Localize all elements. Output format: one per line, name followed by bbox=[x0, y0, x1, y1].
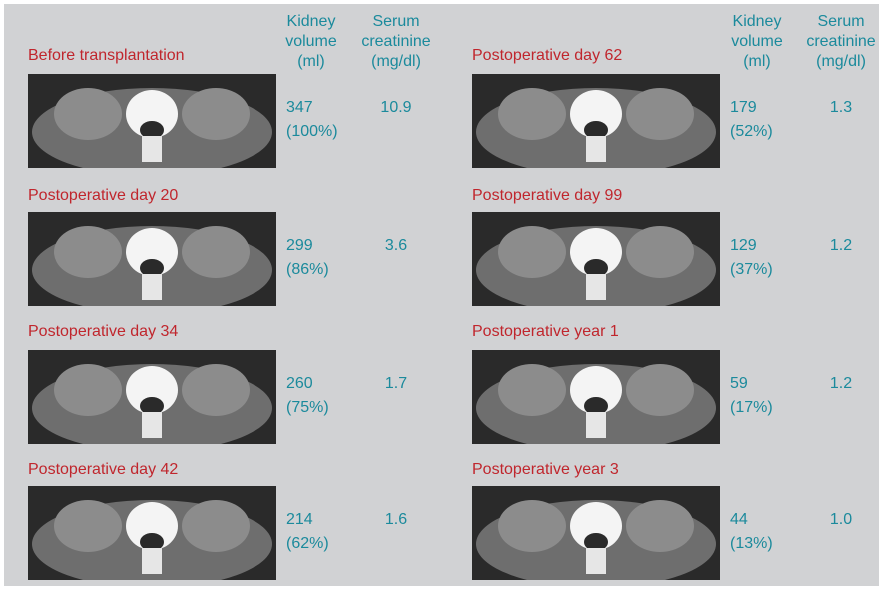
kidney-volume-value: 347 (100%) bbox=[286, 99, 338, 140]
serum-creatinine-value: 1.7 bbox=[384, 375, 408, 392]
ct-scan-graphic bbox=[472, 486, 720, 580]
ct-scan-image bbox=[472, 74, 720, 168]
ct-scan-graphic bbox=[28, 350, 276, 444]
kidney-volume-value: 260 (75%) bbox=[286, 375, 329, 416]
kidney-volume-value: 59 (17%) bbox=[730, 375, 773, 416]
ct-scan-graphic bbox=[28, 212, 276, 306]
kidney-volume-value: 44 (13%) bbox=[730, 511, 773, 552]
ct-scan-image bbox=[28, 212, 276, 306]
serum-creatinine-value: 1.3 bbox=[829, 99, 853, 116]
ct-scan-graphic bbox=[28, 74, 276, 168]
serum-creatinine-value: 3.6 bbox=[384, 237, 408, 254]
timepoint-label: Postoperative day 34 bbox=[28, 323, 179, 340]
kidney-volume-value: 299 (86%) bbox=[286, 237, 329, 278]
timepoint-label: Postoperative day 42 bbox=[28, 461, 179, 478]
ct-scan-image bbox=[472, 350, 720, 444]
ct-scan-graphic bbox=[472, 74, 720, 168]
kidney-volume-header-right: Kidney volume (ml) bbox=[731, 13, 783, 70]
ct-scan-image bbox=[472, 486, 720, 580]
ct-scan-graphic bbox=[28, 486, 276, 580]
ct-scan-graphic bbox=[472, 212, 720, 306]
kidney-volume-value: 214 (62%) bbox=[286, 511, 329, 552]
ct-scan-image bbox=[28, 74, 276, 168]
timepoint-label: Postoperative year 1 bbox=[472, 323, 619, 340]
serum-creatinine-value: 1.0 bbox=[829, 511, 853, 528]
figure-panel: Kidney volume (ml) Serum creatinine (mg/… bbox=[4, 4, 879, 586]
timepoint-label: Postoperative day 99 bbox=[472, 187, 623, 204]
timepoint-label: Before transplantation bbox=[28, 47, 185, 64]
ct-scan-image bbox=[472, 212, 720, 306]
serum-creatinine-header-left: Serum creatinine (mg/dl) bbox=[361, 13, 431, 70]
serum-creatinine-value: 10.9 bbox=[380, 99, 412, 116]
ct-scan-image bbox=[28, 486, 276, 580]
kidney-volume-value: 129 (37%) bbox=[730, 237, 773, 278]
timepoint-label: Postoperative day 20 bbox=[28, 187, 179, 204]
timepoint-label: Postoperative day 62 bbox=[472, 47, 623, 64]
kidney-volume-header-left: Kidney volume (ml) bbox=[285, 13, 337, 70]
serum-creatinine-header-right: Serum creatinine (mg/dl) bbox=[806, 13, 876, 70]
ct-scan-graphic bbox=[472, 350, 720, 444]
timepoint-label: Postoperative year 3 bbox=[472, 461, 619, 478]
serum-creatinine-value: 1.6 bbox=[384, 511, 408, 528]
serum-creatinine-value: 1.2 bbox=[829, 375, 853, 392]
ct-scan-image bbox=[28, 350, 276, 444]
kidney-volume-value: 179 (52%) bbox=[730, 99, 773, 140]
serum-creatinine-value: 1.2 bbox=[829, 237, 853, 254]
